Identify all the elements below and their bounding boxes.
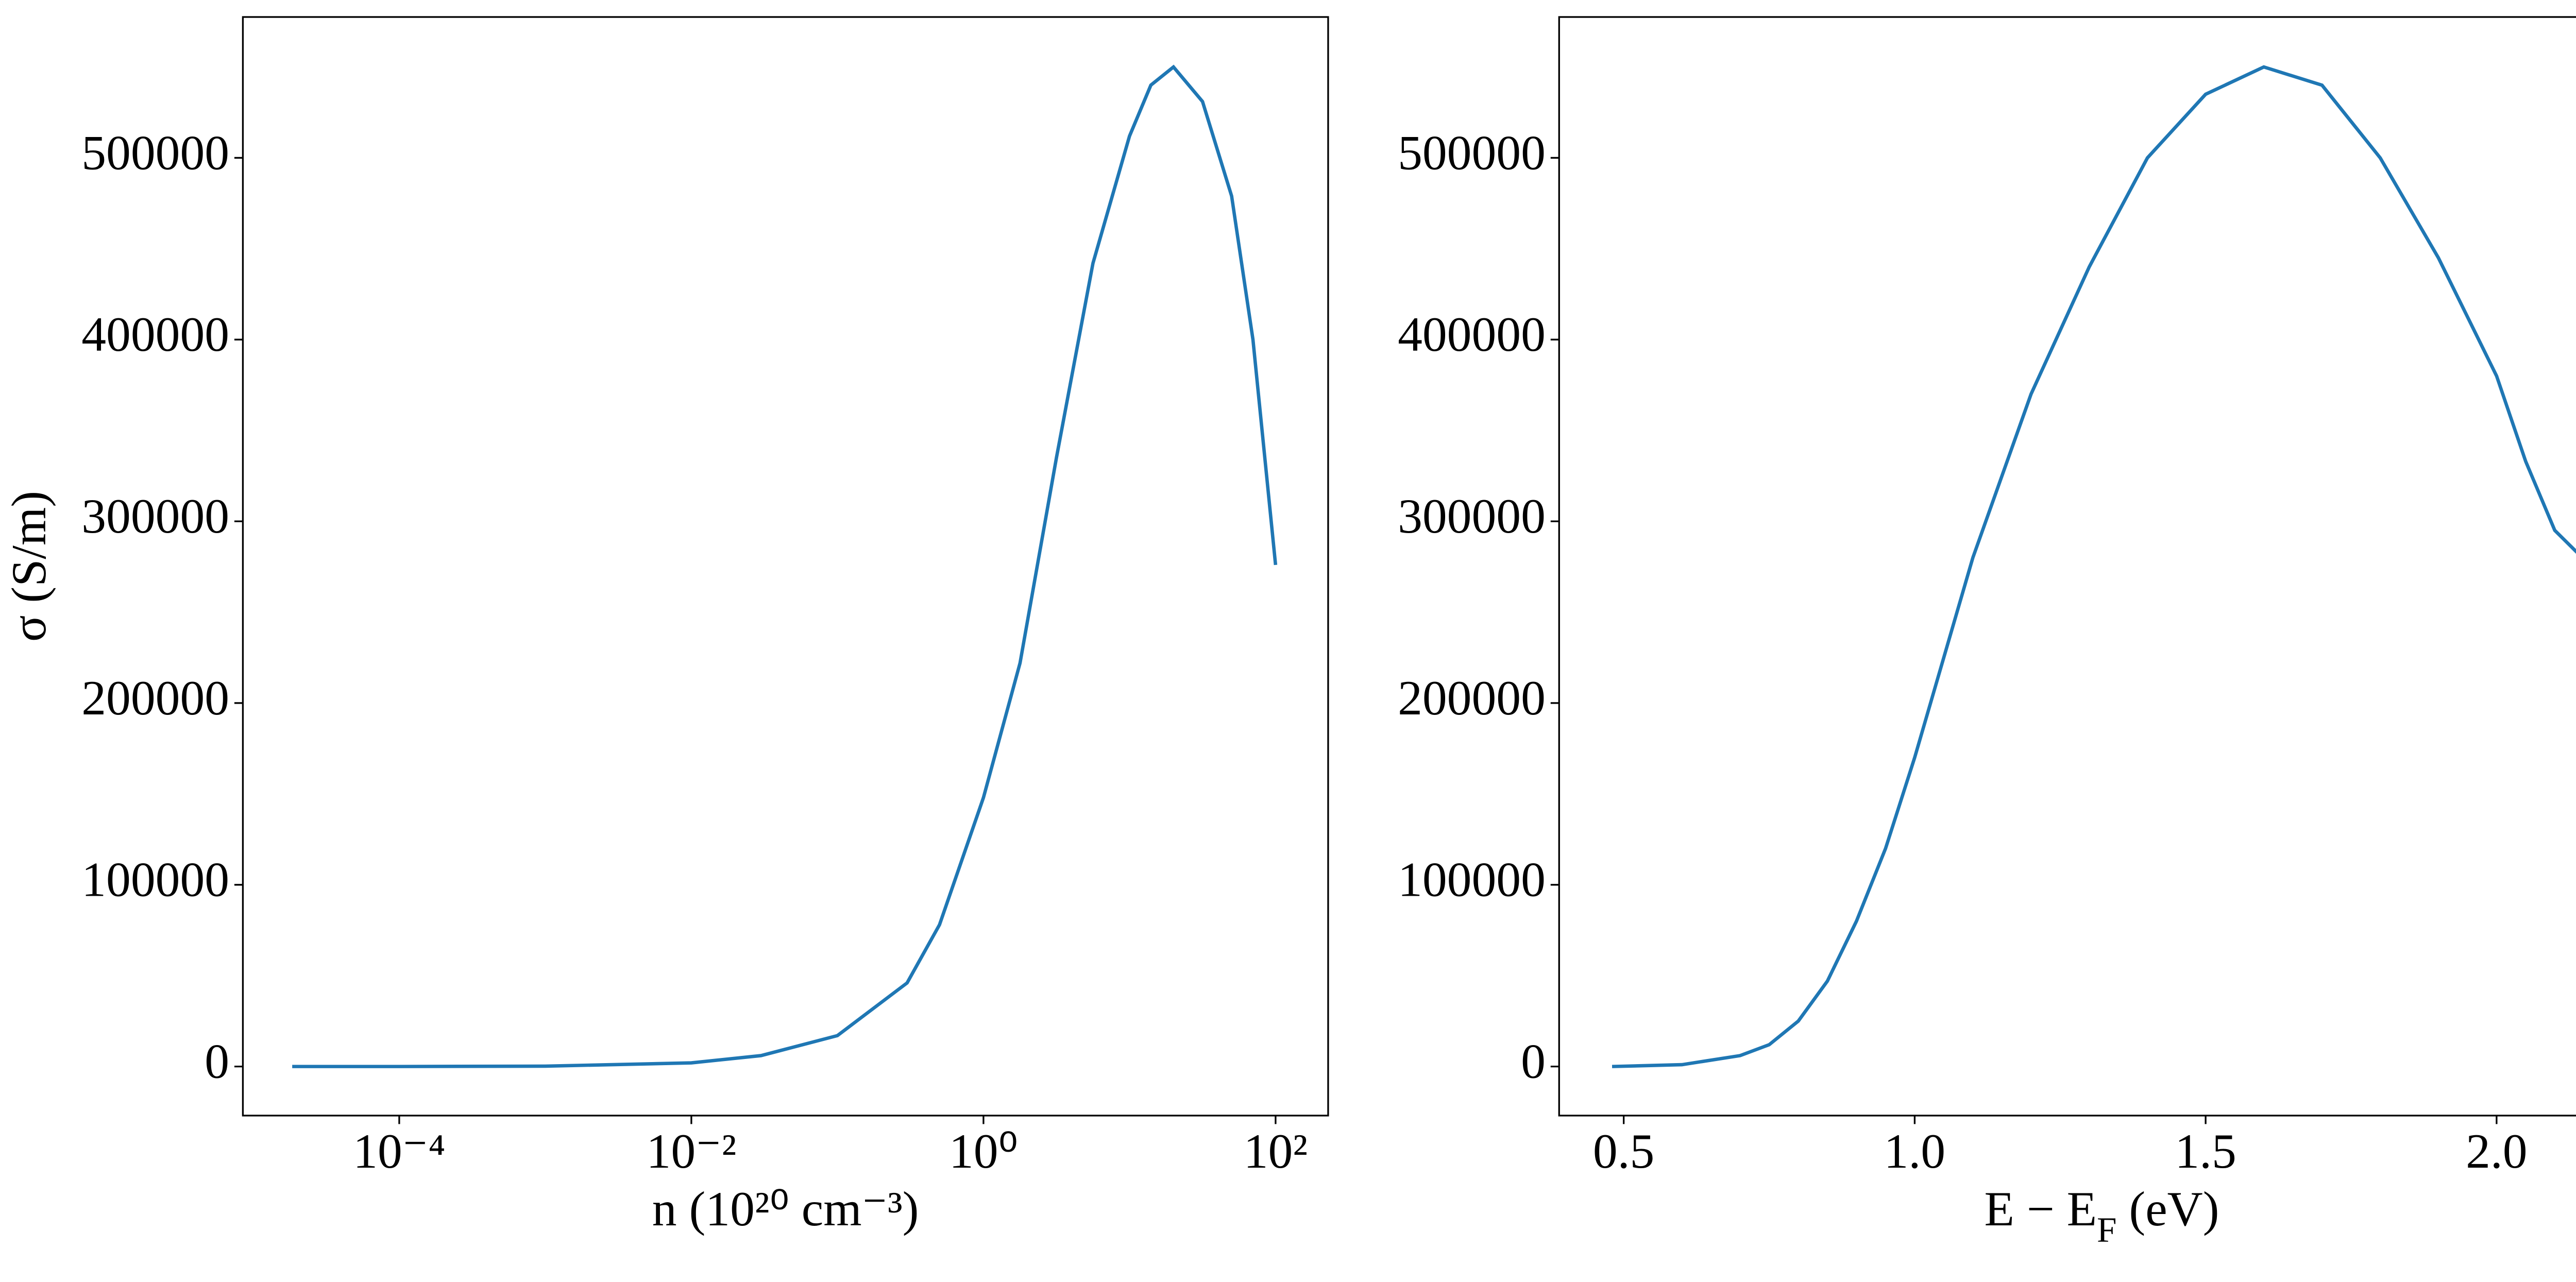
x-tick-label: 10² bbox=[1244, 1124, 1308, 1178]
y-tick-label: 100000 bbox=[1398, 852, 1546, 907]
x-tick-label: 10⁻⁴ bbox=[353, 1124, 445, 1178]
y-tick-label: 300000 bbox=[81, 489, 229, 543]
x-tick-label: 10⁰ bbox=[949, 1124, 1018, 1178]
x-axis-label: E − EF (eV) bbox=[1984, 1182, 2219, 1250]
y-tick-label: 500000 bbox=[81, 125, 229, 180]
x-axis-label-part: n (10²⁰ cm⁻³) bbox=[652, 1182, 919, 1236]
y-tick-label: 400000 bbox=[81, 307, 229, 362]
data-line bbox=[292, 64, 1278, 1068]
plot-frame bbox=[1558, 16, 2576, 1117]
y-tick-label: 500000 bbox=[1398, 125, 1546, 180]
y-tick-label: 200000 bbox=[1398, 671, 1546, 725]
x-tick-label: 2.0 bbox=[2466, 1124, 2528, 1178]
y-tick-label: 100000 bbox=[81, 852, 229, 907]
x-axis-label-part: E − E bbox=[1984, 1182, 2097, 1236]
x-tick-label: 1.5 bbox=[2175, 1124, 2236, 1178]
y-axis-label: σ (S/m) bbox=[2, 491, 56, 642]
y-tick-label: 0 bbox=[205, 1034, 229, 1089]
plot-frame bbox=[242, 16, 1329, 1117]
data-line bbox=[1612, 65, 2576, 1068]
x-axis-label-subscript: F bbox=[2097, 1210, 2117, 1250]
y-tick-label: 400000 bbox=[1398, 307, 1546, 362]
x-tick-label: 0.5 bbox=[1593, 1124, 1655, 1178]
x-tick-label: 1.0 bbox=[1884, 1124, 1946, 1178]
x-axis-label-part: (eV) bbox=[2116, 1182, 2219, 1236]
y-tick-label: 200000 bbox=[81, 671, 229, 725]
x-tick-label: 10⁻² bbox=[647, 1124, 737, 1178]
y-tick-label: 300000 bbox=[1398, 489, 1546, 543]
y-tick-label: 0 bbox=[1521, 1034, 1546, 1089]
x-axis-label: n (10²⁰ cm⁻³) bbox=[652, 1182, 919, 1236]
